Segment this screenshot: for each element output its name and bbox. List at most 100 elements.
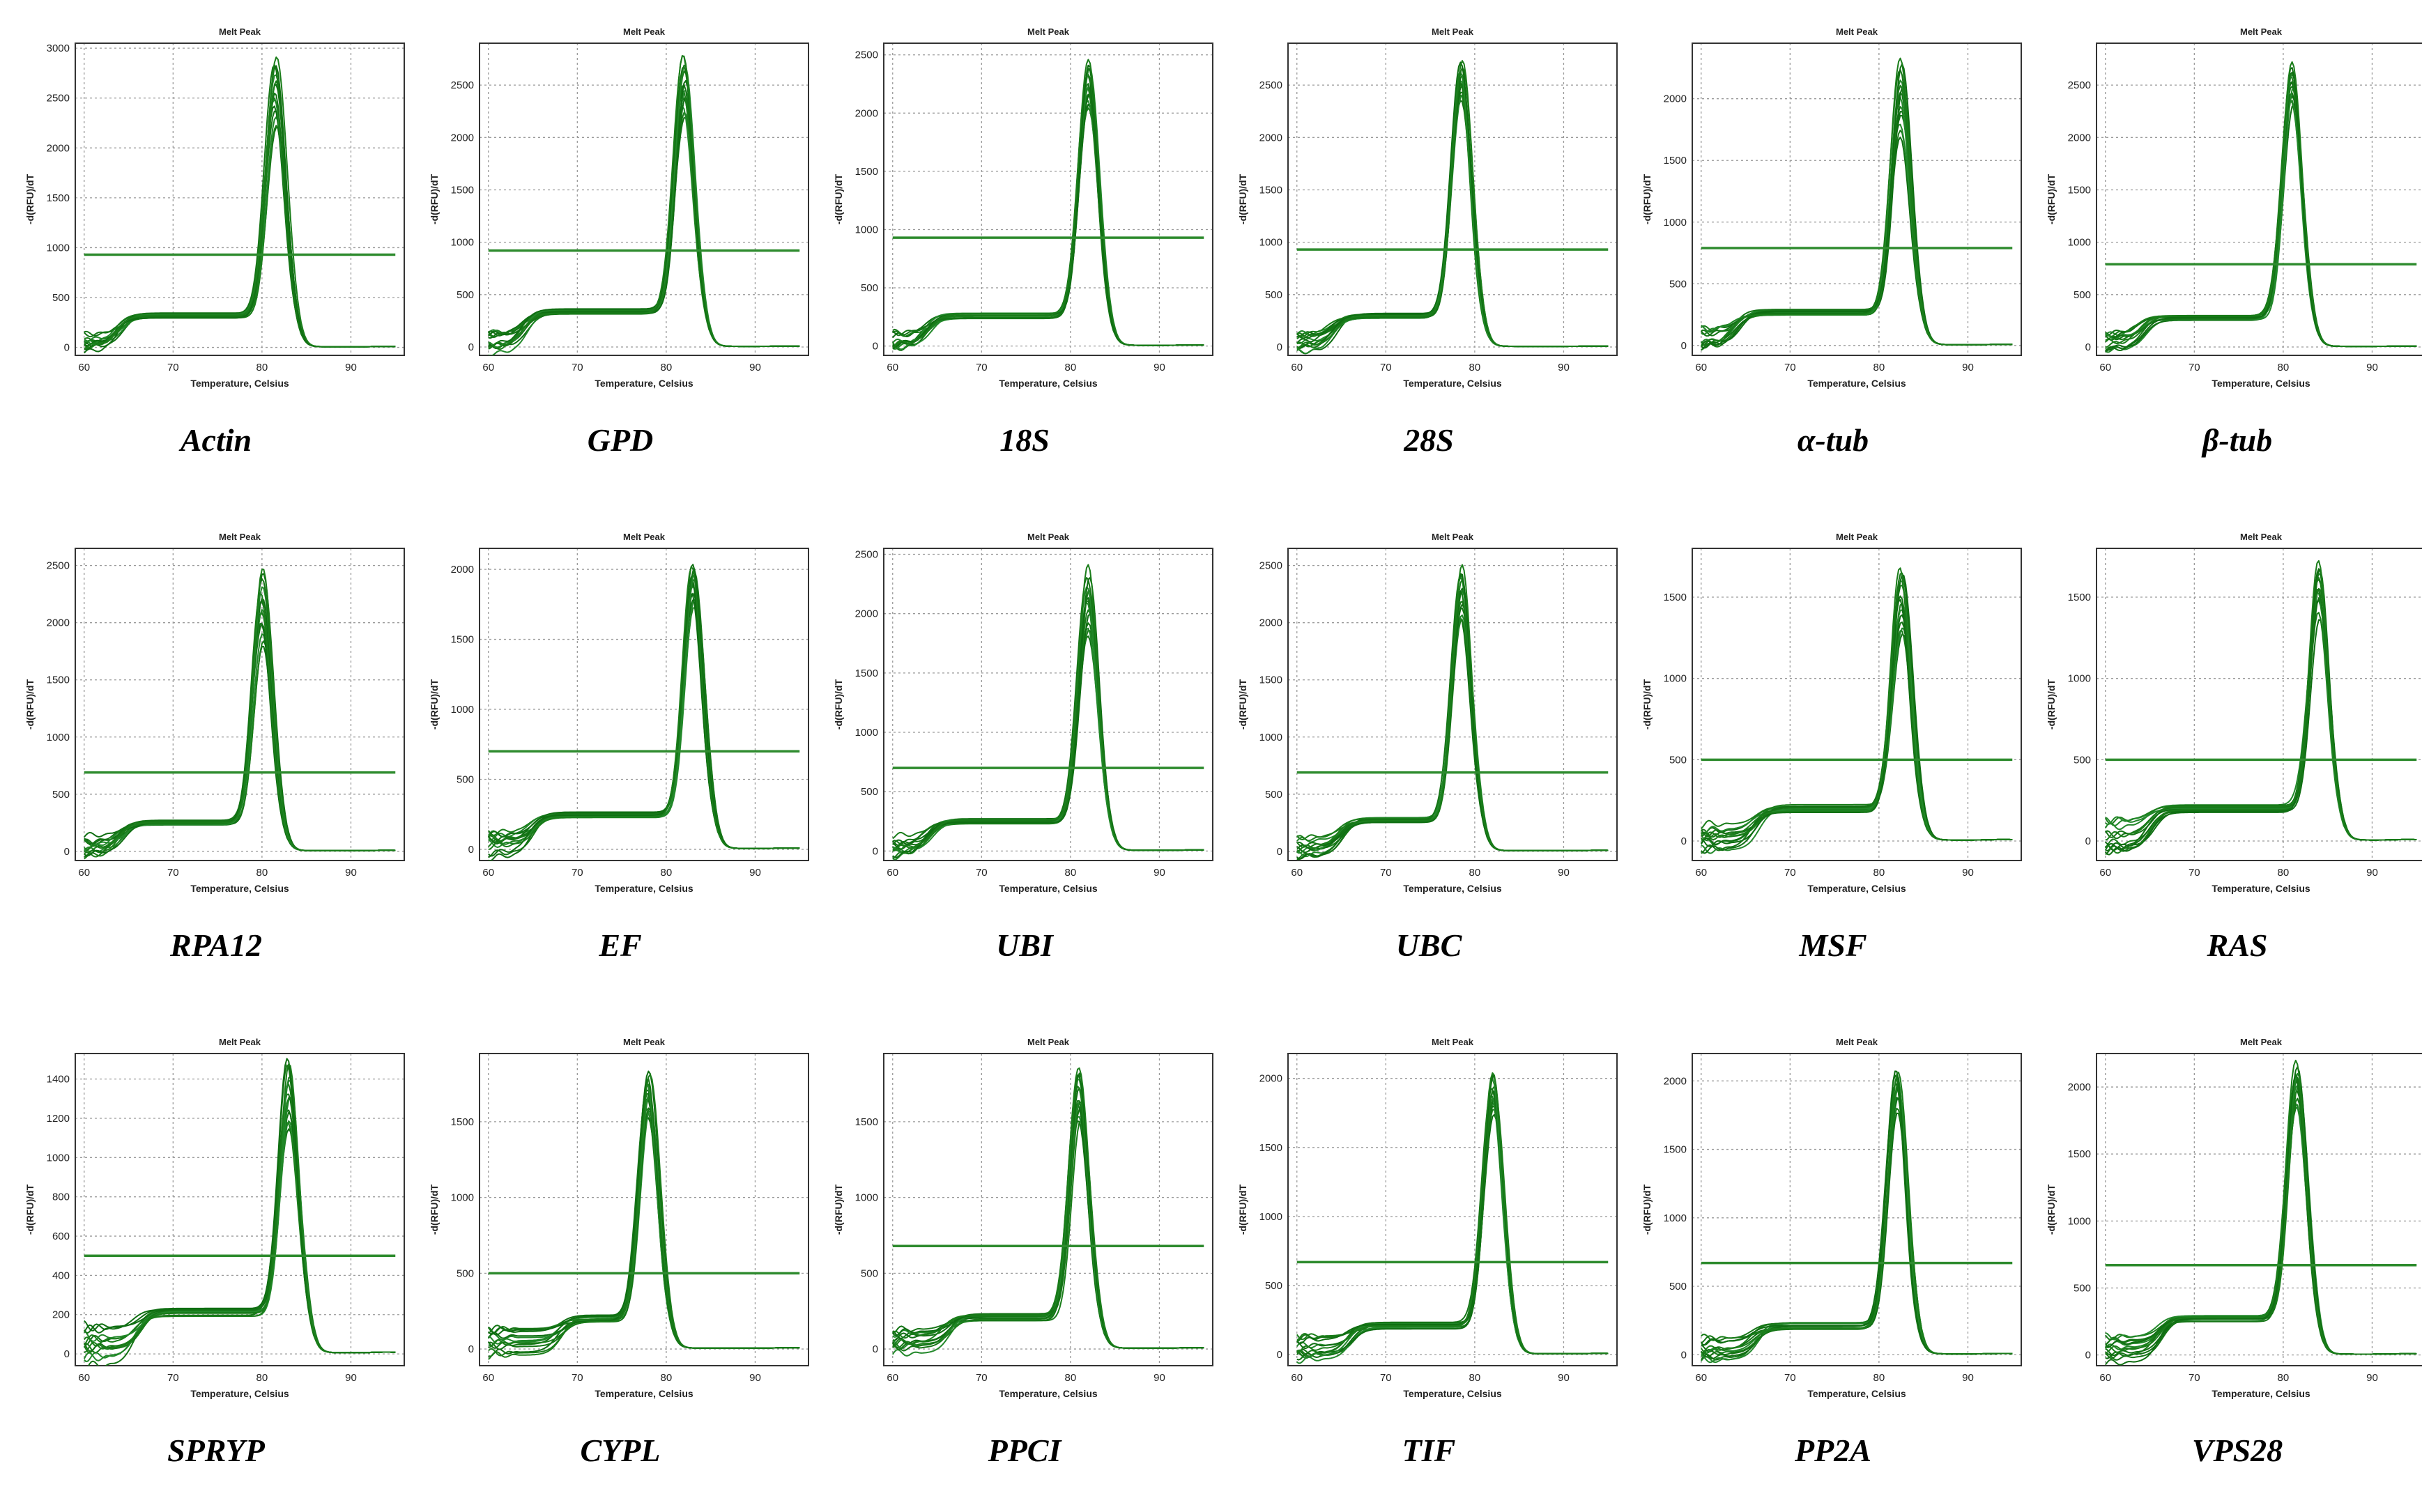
chart-title: Melt Peak: [1432, 26, 1474, 37]
melt-curve: [892, 577, 1204, 858]
melt-curve: [892, 1100, 1204, 1349]
y-tick-label: 1500: [1664, 592, 1687, 603]
x-axis-label: Temperature, Celsius: [2212, 883, 2310, 894]
melt-peak-panel: Melt Peak 60 70 80 90 0 500 1000 1500 2000 Tempera…: [2042, 1024, 2422, 1512]
y-tick-label: 1000: [1664, 217, 1687, 229]
gene-label: CYPL: [580, 1433, 661, 1468]
melt-peak-panel: Melt Peak 60 70 80 90 0 500 1000 1500 2000 2500 Tem…: [2042, 14, 2422, 502]
x-axis-label: Temperature, Celsius: [1403, 1388, 1502, 1399]
y-tick-label: 2500: [2068, 79, 2091, 91]
melt-curve: [2105, 588, 2417, 856]
chart-title: Melt Peak: [1027, 1037, 1070, 1047]
y-tick-label: 0: [468, 341, 474, 353]
melt-peak-chart: Melt Peak 60 70 80 90 0 500 1000 1500 2000 2500 Tem…: [2046, 26, 2422, 389]
x-tick-label: 70: [167, 867, 179, 879]
melt-curve: [84, 105, 396, 348]
x-tick-label: 90: [1962, 1372, 1974, 1384]
y-tick-label: 500: [1265, 1280, 1282, 1292]
y-tick-label: 500: [1669, 1281, 1687, 1293]
y-axis-label: -d(RFU)/dT: [24, 679, 36, 730]
melt-curve: [488, 55, 800, 348]
melt-curve: [1701, 567, 2013, 841]
melt-curve: [892, 103, 1204, 348]
y-axis-label: -d(RFU)/dT: [833, 679, 844, 730]
x-axis-label: Temperature, Celsius: [2212, 1388, 2310, 1399]
y-tick-label: 1000: [1664, 1212, 1687, 1224]
melt-curve: [2105, 1079, 2417, 1366]
chart-title: Melt Peak: [219, 1037, 261, 1047]
y-tick-label: 2500: [1259, 560, 1282, 572]
melt-curve: [84, 92, 396, 350]
melt-curve: [1296, 1105, 1609, 1359]
melt-curve: [2105, 95, 2417, 348]
x-axis-label: Temperature, Celsius: [1807, 378, 1906, 389]
melt-curve: [2105, 67, 2417, 351]
plot-frame: [75, 548, 405, 861]
x-tick-label: 70: [1380, 1372, 1392, 1384]
y-tick-label: 1500: [1259, 184, 1282, 196]
y-tick-label: 0: [2085, 835, 2091, 847]
y-tick-label: 1500: [451, 1116, 474, 1128]
y-tick-label: 0: [64, 342, 70, 354]
melt-curve: [2105, 92, 2417, 348]
y-tick-label: 2000: [855, 608, 878, 620]
melt-peak-panel: Melt Peak 60 70 80 90 0 500 1000 1500 Temperature…: [425, 1024, 815, 1512]
y-axis-label: -d(RFU)/dT: [24, 173, 36, 224]
x-tick-label: 90: [2366, 867, 2378, 879]
melt-curve: [488, 593, 800, 849]
x-tick-label: 70: [976, 362, 988, 373]
x-axis-label: Temperature, Celsius: [999, 378, 1098, 389]
y-tick-label: 1000: [855, 1192, 878, 1204]
y-tick-label: 1500: [1664, 155, 1687, 167]
melt-curve: [892, 629, 1204, 851]
x-tick-label: 80: [1065, 362, 1077, 373]
melt-peak-chart: Melt Peak 60 70 80 90 0 500 1000 1500 2000 2500 300…: [24, 26, 405, 389]
chart-title: Melt Peak: [1432, 532, 1474, 542]
melt-curve: [1296, 1088, 1609, 1355]
y-tick-label: 500: [1669, 278, 1687, 290]
x-axis-label: Temperature, Celsius: [595, 1388, 693, 1399]
x-tick-label: 70: [572, 1372, 583, 1384]
y-tick-label: 0: [873, 1343, 878, 1355]
melt-curves: [1701, 57, 2013, 351]
melt-curves: [84, 569, 396, 860]
melt-curve: [2105, 61, 2417, 348]
melt-curve: [487, 599, 800, 849]
melt-curves: [1296, 1072, 1609, 1364]
y-tick-label: 2000: [47, 142, 70, 154]
plot-frame: [75, 1053, 405, 1366]
melt-curve: [1701, 96, 2013, 346]
melt-curve: [83, 1058, 396, 1354]
chart-title: Melt Peak: [623, 532, 666, 542]
melt-curve: [2105, 1079, 2417, 1355]
y-axis-label: -d(RFU)/dT: [1237, 173, 1248, 224]
x-tick-label: 80: [661, 867, 673, 879]
melt-curve: [84, 645, 396, 851]
melt-peak-panel: Melt Peak 60 70 80 90 0 500 1000 1500 2000 Tempera…: [1638, 14, 2028, 502]
chart-title: Melt Peak: [2240, 26, 2283, 37]
melt-peak-chart: Melt Peak 60 70 80 90 0 500 1000 1500 2000 2500 Tem…: [1237, 532, 1618, 894]
y-tick-label: 1400: [47, 1074, 70, 1086]
x-tick-label: 60: [482, 362, 494, 373]
gene-label: VPS28: [2191, 1433, 2283, 1468]
melt-peak-panel: Melt Peak 60 70 80 90 0 500 1000 1500 2000 2500 Tem…: [21, 519, 411, 1007]
melt-curve: [2105, 592, 2417, 841]
x-tick-label: 70: [2189, 867, 2200, 879]
melt-peak-chart: Melt Peak 60 70 80 90 0 500 1000 1500 Temperature…: [429, 1037, 809, 1399]
y-tick-label: 500: [861, 1267, 878, 1279]
x-tick-label: 60: [78, 1372, 90, 1384]
x-axis-label: Temperature, Celsius: [1807, 1388, 1906, 1399]
y-tick-label: 2000: [2068, 132, 2091, 144]
plot-frame: [75, 43, 405, 356]
melt-curve: [892, 83, 1204, 350]
y-tick-label: 500: [2074, 289, 2091, 301]
melt-curve: [488, 65, 800, 348]
plot-frame: [479, 43, 809, 356]
melt-peak-chart: Melt Peak 60 70 80 90 0 500 1000 1500 2000 2500 Tem…: [429, 26, 809, 389]
x-tick-label: 80: [1469, 867, 1481, 879]
melt-curve: [1701, 1097, 2013, 1355]
melt-curve: [488, 592, 800, 849]
y-axis-label: -d(RFU)/dT: [429, 679, 440, 730]
melt-curve: [892, 74, 1204, 346]
